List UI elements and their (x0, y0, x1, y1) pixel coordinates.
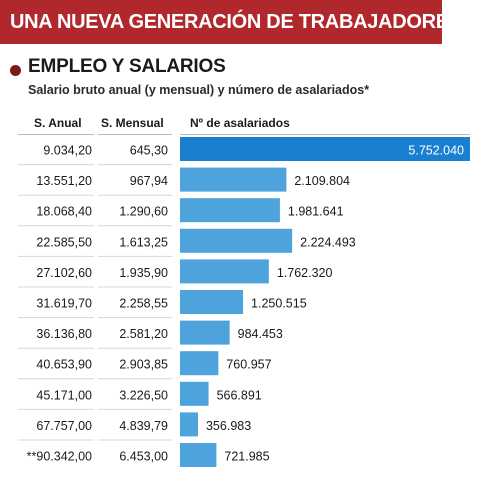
annual-salary-label: 18.068,40 (36, 205, 92, 219)
column-rule-annual (18, 134, 94, 135)
annual-salary-label: 13.551,20 (36, 174, 92, 188)
bar-value-label: 1.250.515 (251, 297, 307, 311)
monthly-salary-label: 2.903,85 (119, 358, 168, 372)
bar-value-label: 984.453 (238, 327, 283, 341)
bar (180, 198, 280, 223)
bar (180, 290, 244, 314)
annual-salary-label: 45.171,00 (36, 388, 92, 402)
annual-salary-label: 9.034,20 (43, 144, 92, 158)
monthly-salary-label: 1.613,25 (119, 235, 168, 249)
chart-subtitle: Salario bruto anual (y mensual) y número… (28, 83, 370, 97)
bar-value-label: 1.981.641 (288, 205, 344, 219)
bar-value-label: 566.891 (217, 388, 262, 402)
bar (180, 381, 209, 406)
column-header-count: Nº de asalariados (190, 116, 290, 130)
annual-salary-label: 31.619,70 (36, 297, 92, 311)
annual-salary-label: 40.653,90 (36, 358, 92, 372)
bar-value-label: 2.109.804 (294, 174, 350, 188)
section-title: EMPLEO Y SALARIOS (28, 56, 226, 77)
bar-value-label: 721.985 (224, 450, 269, 464)
monthly-salary-label: 1.935,90 (119, 266, 168, 280)
banner-title: UNA NUEVA GENERACIÓN DE TRABAJADORES (0, 0, 462, 44)
bar-value-label: 5.752.040 (408, 144, 464, 158)
bar (180, 137, 470, 161)
bar (180, 228, 293, 253)
annual-salary-label: **90.342,00 (27, 450, 92, 464)
bar (180, 443, 217, 467)
bar (180, 412, 198, 437)
monthly-salary-label: 645,30 (130, 144, 168, 158)
monthly-salary-label: 6.453,00 (119, 450, 168, 464)
bar (180, 320, 230, 345)
annual-salary-label: 67.757,00 (36, 419, 92, 433)
column-header-annual: S. Anual (34, 116, 82, 130)
column-rule-count (180, 134, 470, 135)
bar (180, 351, 219, 376)
bar-value-label: 760.957 (226, 358, 271, 372)
annual-salary-label: 36.136,80 (36, 327, 92, 341)
bar-value-label: 1.762.320 (277, 266, 333, 280)
bullet-dot-icon (10, 65, 21, 76)
annual-salary-label: 27.102,60 (36, 266, 92, 280)
bar (180, 167, 287, 192)
monthly-salary-label: 1.290,60 (119, 205, 168, 219)
monthly-salary-label: 2.581,20 (119, 327, 168, 341)
bar-value-label: 356.983 (206, 419, 251, 433)
monthly-salary-label: 967,94 (130, 174, 168, 188)
column-rule-monthly (98, 134, 172, 135)
column-header-monthly: S. Mensual (101, 116, 164, 130)
bar-value-label: 2.224.493 (300, 235, 356, 249)
bar (180, 259, 269, 284)
monthly-salary-label: 4.839,79 (119, 419, 168, 433)
monthly-salary-label: 3.226,50 (119, 388, 168, 402)
annual-salary-label: 22.585,50 (36, 235, 92, 249)
monthly-salary-label: 2.258,55 (119, 297, 168, 311)
